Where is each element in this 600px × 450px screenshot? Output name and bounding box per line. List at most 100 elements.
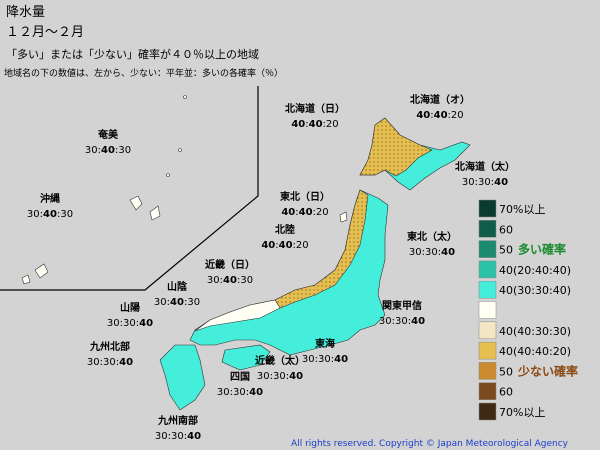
shikoku (221, 344, 271, 371)
probability: 40 (309, 119, 323, 130)
probability: 40 (101, 145, 115, 156)
probability: 40 (291, 119, 305, 130)
region-name: 北海道（日） (285, 102, 345, 115)
probability: 30 (395, 316, 408, 327)
probability: 40 (334, 354, 348, 365)
island (21, 274, 31, 285)
probability: 40 (416, 110, 430, 121)
probability: 30 (60, 209, 73, 220)
probability: 40 (170, 297, 184, 308)
probability: 40 (43, 209, 57, 220)
region-name: 北海道（オ） (410, 93, 470, 106)
separator: : (270, 371, 273, 382)
separator: : (438, 247, 441, 258)
region-probabilities: 30:30:40 (87, 357, 133, 368)
separator: : (237, 275, 240, 286)
region-probabilities: 30:40:30 (27, 209, 73, 220)
region-name: 東海 (315, 337, 335, 350)
island (183, 95, 187, 99)
separator: : (220, 275, 223, 286)
region-name: 近畿（日） (205, 258, 255, 271)
legend-swatch (478, 341, 497, 360)
region-name: 九州南部 (157, 414, 198, 427)
probability: 20 (296, 240, 309, 251)
region-name: 奄美 (97, 128, 119, 141)
separator: : (448, 110, 451, 121)
region-probabilities: 30:40:30 (85, 145, 131, 156)
probability: 40 (411, 316, 425, 327)
probability: 40 (139, 318, 153, 329)
legend-swatch (478, 220, 497, 238)
region-probabilities: 30:30:40 (257, 371, 303, 382)
region-probabilities: 30:40:30 (154, 297, 200, 308)
legend-label: 40(20:40:40) (499, 264, 571, 277)
island (166, 173, 170, 177)
legend-note: 少ない確率 (517, 363, 578, 378)
separator: : (100, 357, 103, 368)
probability: 30 (478, 177, 491, 188)
separator: : (40, 209, 43, 220)
region-name: 東北（日） (280, 190, 330, 203)
probability: 20 (316, 207, 329, 218)
region-probabilities: 30:30:40 (155, 431, 201, 442)
legend-label: 50 (499, 244, 513, 257)
region-probabilities: 40:40:20 (281, 207, 328, 218)
probability: 40 (261, 240, 275, 251)
region-probabilities: 30:30:40 (107, 318, 153, 329)
hokkaido-north (359, 117, 433, 177)
region-name: 関東甲信 (382, 299, 422, 312)
region-probabilities: 30:40:30 (207, 275, 253, 286)
legend-label: 60 (499, 223, 513, 236)
separator: : (430, 110, 433, 121)
separator: : (295, 207, 298, 218)
probability: 30 (379, 316, 392, 327)
legend-swatch (478, 240, 497, 258)
probability: 40 (494, 177, 508, 188)
probability: 40 (119, 357, 133, 368)
probability: 30 (85, 145, 98, 156)
region-probabilities: 30:30:40 (217, 387, 263, 398)
separator: : (293, 240, 296, 251)
legend-swatch (478, 382, 497, 400)
legend-swatch (478, 321, 497, 340)
region-name: 山陽 (120, 301, 140, 314)
legend-swatch (478, 260, 497, 279)
region-name: 沖縄 (40, 192, 60, 205)
separator: : (116, 357, 119, 368)
separator: : (184, 297, 187, 308)
legend-label: 40(40:30:30) (499, 325, 571, 338)
region-probabilities: 30:30:40 (302, 354, 348, 365)
separator: : (115, 145, 118, 156)
sanin (194, 299, 281, 332)
probability: 40 (223, 275, 237, 286)
probability: 30 (155, 431, 168, 442)
title: 降水量 (6, 5, 45, 20)
island (339, 211, 348, 223)
separator: : (230, 387, 233, 398)
legend-swatch (478, 362, 497, 380)
legend-label: 70%以上 (499, 203, 545, 216)
probability: 30 (118, 145, 131, 156)
probability: 40 (281, 207, 295, 218)
probability: 40 (279, 240, 293, 251)
probability: 30 (240, 275, 253, 286)
separator: : (408, 316, 411, 327)
separator: : (167, 297, 170, 308)
region-name: 九州北部 (89, 340, 130, 353)
probability: 30 (409, 247, 422, 258)
region-probabilities: 40:40:20 (261, 240, 308, 251)
probability: 30 (462, 177, 475, 188)
copyright: All rights reserved. Copyright © Japan M… (291, 439, 569, 449)
probability: 30 (302, 354, 315, 365)
probability: 40 (249, 387, 263, 398)
legend-note: 多い確率 (518, 242, 566, 257)
legend-label: 40(30:30:40) (499, 284, 571, 297)
period: １２月～２月 (6, 25, 84, 40)
separator: : (305, 119, 308, 130)
inset-divider (0, 86, 259, 291)
separator: : (57, 209, 60, 220)
separator: : (313, 207, 316, 218)
kyushu (159, 344, 206, 411)
